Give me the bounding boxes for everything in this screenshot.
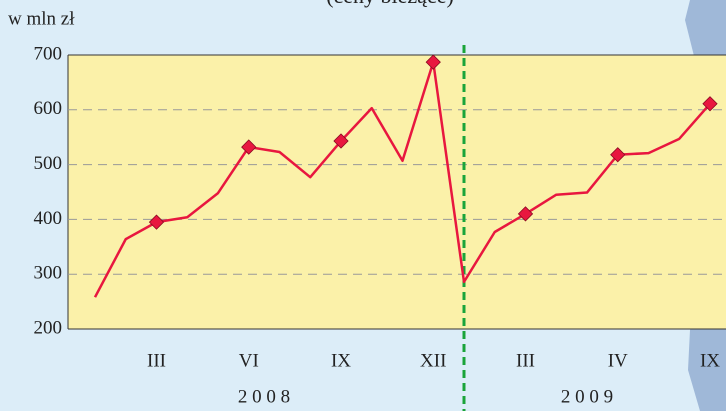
x-tick-label: VI (239, 350, 259, 371)
x-tick-label: XII (420, 350, 446, 371)
x-tick-label: IV (608, 350, 628, 371)
x-tick-label: IX (331, 350, 351, 371)
y-tick-label: 200 (34, 317, 63, 338)
marker (702, 96, 718, 112)
line (93, 60, 711, 298)
y-tick-label: 700 (34, 43, 63, 64)
marker (425, 54, 441, 70)
y-tick-label: 600 (34, 98, 63, 119)
marker (333, 133, 349, 149)
y-tick-label: 400 (34, 208, 63, 229)
y-tick-label: 300 (34, 263, 63, 284)
marker (610, 147, 626, 163)
x-tick-label: III (516, 350, 535, 371)
year-label: 2 0 0 8 (238, 386, 290, 407)
marker (517, 206, 534, 222)
year-label: 2 0 0 9 (561, 386, 613, 407)
y-tick-label: 500 (34, 153, 63, 174)
y-axis-label: w mln zł (8, 8, 75, 29)
x-tick-label: III (147, 350, 166, 371)
marker (148, 214, 165, 230)
plot-area (68, 55, 726, 329)
chart-subtitle: (ceny bieżące) (326, 0, 454, 8)
marker (241, 139, 257, 155)
x-tick-label: IX (700, 350, 720, 371)
